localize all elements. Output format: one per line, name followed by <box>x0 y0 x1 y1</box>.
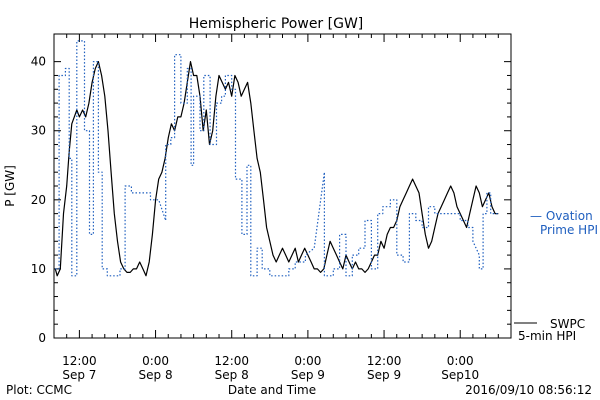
plot-credit: Plot: CCMC <box>6 383 72 397</box>
x-tick-label-time: 0:00 <box>294 354 321 368</box>
x-tick-label-date: Sep 7 <box>62 368 96 382</box>
x-tick-label-date: Sep 9 <box>291 368 325 382</box>
legend-ovation-line1: — Ovation <box>530 209 593 223</box>
x-tick-label-date: Sep 8 <box>215 368 249 382</box>
series-swpc-line <box>54 61 499 277</box>
legend-swpc-line2: 5-min HPI <box>518 329 576 343</box>
x-tick-label-time: 12:00 <box>214 354 249 368</box>
x-tick-label-time: 12:00 <box>367 354 402 368</box>
series-layer <box>54 40 499 277</box>
legend-swpc-line1: SWPC <box>550 317 585 331</box>
x-tick-label-date: Sep 9 <box>367 368 401 382</box>
y-tick-label: 40 <box>31 55 46 69</box>
y-tick-label: 20 <box>31 193 46 207</box>
y-axis-label: P [GW] <box>3 165 17 207</box>
chart-title: Hemispheric Power [GW] <box>189 16 364 32</box>
y-tick-label: 10 <box>31 262 46 276</box>
x-axis-label: Date and Time <box>228 383 316 397</box>
y-axis-ticks: 0 10 20 30 40 <box>31 55 511 345</box>
legend-ovation-line2: Prime HPI <box>540 223 598 237</box>
x-tick-label-time: 12:00 <box>62 354 97 368</box>
y-tick-label: 30 <box>31 124 46 138</box>
plot-timestamp: 2016/09/10 08:56:12 <box>465 383 592 397</box>
x-tick-label-date: Sep 8 <box>139 368 173 382</box>
x-tick-label-time: 0:00 <box>447 354 474 368</box>
y-tick-label: 0 <box>38 331 46 345</box>
x-tick-label-time: 0:00 <box>142 354 169 368</box>
plot-frame <box>53 33 512 339</box>
series-ovation-prime-line <box>55 40 499 277</box>
x-tick-label-date: Sep10 <box>441 368 479 382</box>
